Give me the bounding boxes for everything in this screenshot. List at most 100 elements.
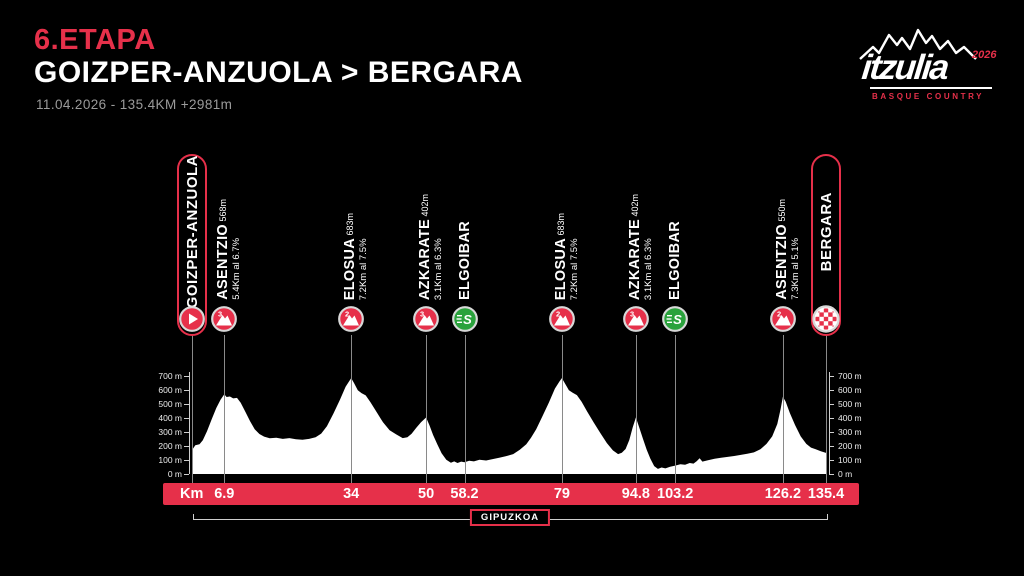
waypoint-label: ASENTZIO 550m 7.3Km al 5.1% [774, 199, 802, 300]
waypoint-name: ASENTZIO [215, 224, 232, 300]
km-tick-label: 79 [553, 486, 570, 502]
waypoint-label: ELGOIBAR [667, 221, 683, 300]
waypoint-label: AZKARATE 402m 3.1Km al 6.3% [627, 194, 655, 300]
waypoint-name-line: ASENTZIO 550m [774, 199, 790, 300]
elevation-tick-left [184, 389, 189, 391]
km-tick-label: 58.2 [450, 486, 479, 502]
waypoint-name: AZKARATE [417, 218, 434, 300]
waypoint-name: ASENTZIO [773, 224, 790, 300]
waypoint-label-text: AZKARATE 402m 3.1Km al 6.3% [417, 194, 445, 300]
waypoint-gridline [782, 335, 784, 483]
elevation-tick-right [829, 474, 834, 475]
elevation-tick-right [829, 460, 834, 461]
climb-cat-2-icon: 2 [548, 306, 575, 337]
svg-text:2: 2 [345, 310, 349, 319]
waypoint-label-text: AZKARATE 402m 3.1Km al 6.3% [627, 194, 655, 300]
route-title: GOIZPER-ANZUOLA > BERGARA [34, 56, 523, 89]
waypoint-gridline [561, 335, 563, 483]
waypoint-name: ELGOIBAR [667, 221, 684, 300]
elevation-tick-left [184, 474, 189, 475]
elevation-tick-right [829, 445, 834, 447]
waypoint-name-line: ELGOIBAR [667, 221, 683, 300]
waypoint-name-line: AZKARATE 402m [417, 194, 433, 300]
waypoint-label-text: ELOSUA 683m 7.2Km al 7.5% [342, 213, 370, 300]
waypoint-gridline [675, 335, 677, 483]
elevation-tick-label-left: 600 m [158, 384, 182, 395]
elevation-tick-label-right: 200 m [838, 440, 862, 451]
elevation-tick-left [184, 445, 189, 447]
waypoint-town-name: BERGARA [817, 192, 835, 272]
elevation-tick-label-right: 600 m [838, 384, 862, 395]
km-tick-label: 103.2 [657, 486, 694, 502]
waypoint-gridline [635, 335, 637, 483]
waypoint-label: ELOSUA 683m 7.2Km al 7.5% [553, 213, 581, 300]
waypoint-climb-detail: 7.2Km al 7.5% [358, 238, 370, 300]
waypoint-climb-detail: 5.4Km al 6.7% [231, 238, 243, 300]
km-tick-label: 34 [343, 486, 360, 502]
elevation-tick-label-left: 100 m [158, 455, 182, 465]
waypoint-label: ELOSUA 683m 7.2Km al 7.5% [342, 213, 370, 300]
climb-cat-3-icon: 3 [211, 306, 238, 337]
waypoint-altitude: 550m [776, 199, 787, 225]
stage-meta: 11.04.2026 - 135.4KM +2981m [36, 97, 233, 112]
climb-cat-2-icon: 2 [338, 306, 365, 337]
region-bracket-end-left [193, 514, 194, 520]
logo-year: 2026 [972, 49, 997, 61]
elevation-tick-label-left: 400 m [158, 412, 182, 423]
waypoint-altitude: 683m [555, 212, 566, 238]
elevation-tick-right [829, 431, 834, 433]
elevation-tick-right [829, 417, 834, 419]
finish-checkered-icon [812, 305, 840, 338]
waypoint-gridline [351, 335, 353, 483]
elevation-tick-left [184, 417, 189, 419]
km-tick-label: 6.9 [214, 486, 235, 502]
logo-subtitle: BASQUE COUNTRY [872, 92, 985, 101]
waypoint-gridline [826, 335, 827, 483]
waypoint-name: ELGOIBAR [456, 221, 473, 300]
waypoint-town-name: GOIZPER-ANZUOLA [183, 155, 201, 309]
right-axis-line [829, 372, 830, 474]
elevation-tick-label-right: 400 m [838, 412, 862, 423]
elevation-tick-right [829, 375, 834, 377]
waypoint-gridline [426, 335, 428, 483]
elevation-tick-label-left: 0 m [167, 469, 182, 479]
waypoint-climb-detail: 3.1Km al 6.3% [642, 238, 654, 300]
waypoint-name: ELOSUA [552, 237, 569, 300]
region-label: GIPUZKOA [469, 509, 551, 526]
left-axis-line [189, 372, 190, 474]
waypoint-altitude: 402m [629, 193, 640, 219]
km-tick-label: 94.8 [621, 486, 650, 502]
km-tick-label: 50 [418, 486, 435, 502]
elevation-tick-label-left: 500 m [158, 398, 182, 409]
waypoint-gridline [464, 335, 466, 483]
svg-text:2: 2 [556, 310, 560, 319]
waypoint-name: ELOSUA [342, 237, 359, 300]
waypoint-name-line: ELOSUA 683m [553, 213, 569, 300]
climb-cat-3-icon: 3 [413, 306, 439, 337]
elevation-tick-label-right: 100 m [838, 455, 862, 465]
waypoint-climb-detail: 7.2Km al 7.5% [568, 238, 580, 300]
sprint-icon: S [451, 306, 478, 337]
waypoint-name-line: AZKARATE 402m [627, 194, 643, 300]
waypoint-climb-detail: 7.3Km al 5.1% [789, 238, 801, 300]
km-axis-unit: Km [180, 486, 204, 502]
elevation-tick-right [829, 389, 834, 391]
sprint-icon: S [662, 306, 689, 337]
svg-text:3: 3 [218, 310, 222, 319]
itzulia-logo: itzulia 2026 BASQUE COUNTRY [858, 22, 1014, 114]
climb-cat-3-icon: 3 [622, 306, 649, 337]
waypoint-name-line: ELOSUA 683m [342, 213, 358, 300]
waypoint-climb-detail: 3.1Km al 6.3% [433, 238, 445, 300]
logo-divider [870, 87, 992, 89]
km-tick-label: 126.2 [764, 486, 802, 502]
elevation-tick-left [184, 375, 189, 377]
waypoint-altitude: 683m [345, 212, 356, 238]
start-icon [179, 306, 205, 337]
elevation-tick-left [184, 431, 189, 433]
svg-text:S: S [463, 312, 472, 327]
waypoint-label-text: ASENTZIO 550m 7.3Km al 5.1% [774, 199, 802, 300]
waypoint-altitude: 402m [420, 193, 431, 219]
svg-text:3: 3 [630, 310, 634, 319]
region-bracket-end-right [827, 514, 828, 520]
